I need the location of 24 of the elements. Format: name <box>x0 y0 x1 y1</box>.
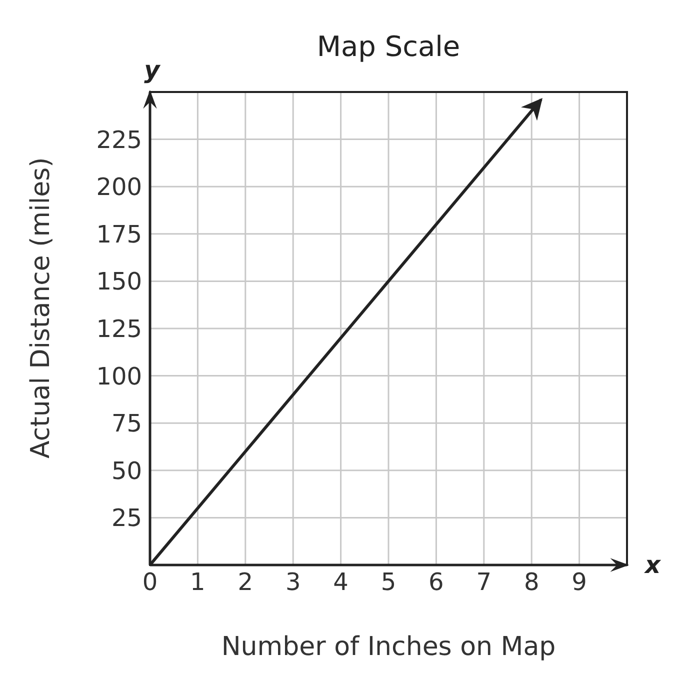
x-tick-label: 9 <box>572 568 587 596</box>
x-tick-label: 2 <box>238 568 254 596</box>
y-tick-label: 175 <box>96 220 142 248</box>
x-tick-label: 3 <box>285 568 301 596</box>
y-tick-label: 25 <box>111 504 142 532</box>
y-tick-label: 200 <box>96 173 142 202</box>
text: y <box>144 56 162 84</box>
y-tick-label: 75 <box>111 410 142 438</box>
x-tick-label: 4 <box>333 568 348 596</box>
x-tick-label: 1 <box>190 568 206 596</box>
x-tick-label: 8 <box>524 568 540 596</box>
y-tick-label: 150 <box>96 268 142 296</box>
x-tick-label: 7 <box>476 568 492 596</box>
y-tick-label: 100 <box>96 362 142 390</box>
x-tick-label: 5 <box>380 568 396 596</box>
x-tick-label: 6 <box>428 568 444 596</box>
y-axis-title: Actual Distance (miles) <box>26 157 56 458</box>
y-tick-label: 125 <box>96 315 142 344</box>
text: x <box>644 551 662 579</box>
x-tick-label: 0 <box>142 568 158 596</box>
x-axis-title: Number of Inches on Map <box>221 632 556 662</box>
y-tick-label: 225 <box>96 126 142 154</box>
y-tick-label: 50 <box>111 456 142 485</box>
chart-title: Map Scale <box>316 30 460 63</box>
